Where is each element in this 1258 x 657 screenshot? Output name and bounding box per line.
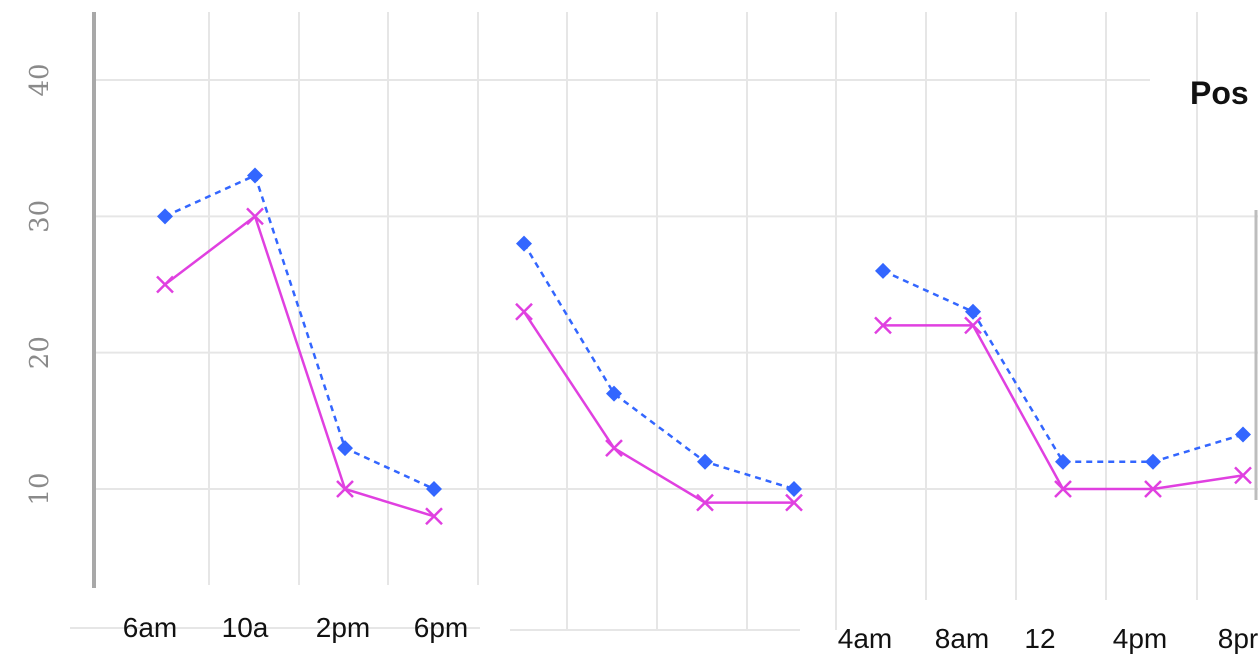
data-point	[515, 302, 533, 321]
x-tick-label: 6am	[123, 612, 177, 643]
data-point	[606, 385, 622, 402]
data-point	[697, 453, 713, 470]
data-point	[336, 480, 354, 498]
data-point	[696, 493, 714, 512]
x-tick-label: 2pm	[316, 612, 370, 643]
data-point	[156, 275, 174, 294]
data-point	[516, 235, 532, 252]
grid	[70, 12, 1258, 631]
series-line	[522, 311, 794, 504]
data-point	[426, 481, 442, 497]
x-tick-label: 6pm	[414, 612, 468, 643]
series-line	[522, 242, 795, 491]
y-axis: 10 20 30 40	[25, 12, 1258, 588]
x-tick-labels: 6am 10a 2pm 6pm 4am 8am 12 4pm 8pr	[123, 612, 1258, 654]
data-point	[605, 439, 623, 457]
data-point	[1055, 453, 1071, 470]
series-line	[882, 269, 1244, 463]
series-line	[164, 214, 435, 518]
data-point	[875, 262, 891, 279]
data-point	[874, 316, 892, 335]
data-point	[1054, 480, 1072, 498]
data-point	[337, 440, 353, 457]
x-tick-label: 12	[1024, 623, 1055, 654]
data-point	[965, 303, 981, 320]
data-point	[1144, 480, 1162, 498]
data-point	[785, 493, 803, 512]
y-tick-label: 40	[25, 63, 55, 96]
y-tick-label: 30	[25, 200, 55, 233]
x-tick-label: 8am	[935, 623, 989, 654]
x-tick-label: 4am	[838, 623, 892, 654]
x-tick-label: 10a	[222, 612, 269, 643]
data-point	[157, 208, 173, 225]
data-point	[425, 507, 443, 526]
series-layer	[156, 167, 1252, 526]
chart-title: Pos	[1190, 75, 1249, 111]
data-point	[246, 207, 264, 226]
data-point	[1145, 453, 1161, 470]
data-point	[1234, 466, 1252, 485]
y-tick-label: 20	[25, 336, 55, 369]
x-tick-label: 8pr	[1218, 623, 1258, 654]
data-point	[964, 316, 982, 335]
y-tick-label: 10	[25, 472, 55, 505]
series-line	[164, 173, 435, 491]
x-tick-label: 4pm	[1113, 623, 1167, 654]
data-point	[1235, 426, 1251, 443]
data-point	[247, 167, 263, 184]
data-point	[786, 481, 802, 497]
